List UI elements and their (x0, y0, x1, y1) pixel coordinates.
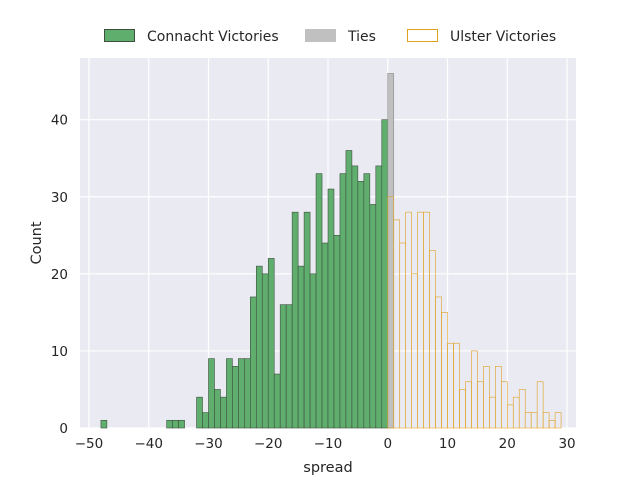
y-tick-label: 0 (59, 421, 68, 437)
bar-series-0 (100, 419, 108, 429)
x-tick-label: −50 (75, 436, 104, 452)
legend-swatch (305, 29, 336, 42)
bar-series-0 (339, 173, 347, 429)
bar-series-1 (387, 73, 395, 429)
bar-series-0 (202, 412, 209, 429)
bar-series-0 (255, 265, 263, 429)
bar-series-0 (232, 366, 239, 429)
bar-series-2 (518, 389, 526, 429)
x-tick-label: −30 (194, 436, 223, 452)
x-tick-label: 10 (439, 436, 456, 452)
bar-series-2 (554, 412, 562, 429)
bar-series-0 (208, 358, 215, 429)
x-axis-label: spread (303, 460, 352, 476)
bar-series-0 (363, 173, 371, 429)
bar-series-0 (303, 211, 311, 429)
y-tick-label: 20 (51, 267, 68, 283)
bar-series-0 (226, 358, 233, 429)
bar-series-0 (285, 304, 293, 429)
bar-series-0 (196, 396, 203, 429)
bar-series-0 (369, 204, 377, 429)
bar-series-0 (381, 119, 389, 429)
bar-series-0 (291, 211, 299, 429)
x-tick-label: −40 (134, 436, 163, 452)
histogram-bars (100, 73, 562, 429)
bar-series-0 (178, 419, 185, 429)
x-axis-ticks: −50 −40 −30 −20 −10 0 10 20 30 (75, 436, 576, 452)
x-tick-label: 30 (558, 436, 575, 452)
bar-series-0 (172, 419, 179, 429)
x-tick-label: −10 (314, 436, 343, 452)
y-tick-label: 10 (51, 344, 68, 360)
x-tick-label: 20 (499, 436, 516, 452)
bar-series-0 (279, 304, 287, 429)
y-axis-ticks: 0 10 20 30 40 (51, 113, 68, 437)
legend-label: Ties (347, 29, 376, 45)
y-axis-label: Count (29, 221, 45, 264)
bar-series-0 (238, 358, 245, 429)
bar-series-0 (273, 373, 281, 429)
bar-series-0 (309, 273, 317, 429)
legend-label: Ulster Victories (450, 29, 556, 45)
legend-swatch (407, 29, 438, 42)
x-tick-label: 0 (383, 436, 392, 452)
bar-series-0 (214, 389, 221, 429)
bar-series-0 (327, 188, 335, 429)
bar-series-0 (357, 181, 365, 429)
legend-label: Connacht Victories (147, 29, 279, 45)
bar-series-0 (166, 419, 173, 429)
bar-series-0 (321, 242, 329, 429)
legend-swatch (104, 29, 135, 42)
bar-series-0 (297, 265, 305, 429)
bar-series-0 (244, 358, 251, 429)
y-tick-label: 40 (51, 113, 68, 129)
bar-series-0 (261, 273, 269, 429)
bar-series-0 (267, 258, 275, 429)
bar-series-0 (351, 165, 359, 429)
bar-series-0 (315, 173, 323, 429)
y-tick-label: 30 (51, 190, 68, 206)
legend: Connacht Victories Ties Ulster Victories (104, 29, 556, 45)
bar-series-0 (220, 396, 227, 429)
bar-series-2 (453, 342, 460, 429)
bar-series-0 (333, 234, 341, 429)
x-tick-label: −20 (254, 436, 283, 452)
bar-series-0 (250, 296, 257, 429)
bar-series-0 (375, 165, 383, 429)
bar-series-0 (345, 150, 353, 429)
bar-series-2 (536, 381, 544, 429)
